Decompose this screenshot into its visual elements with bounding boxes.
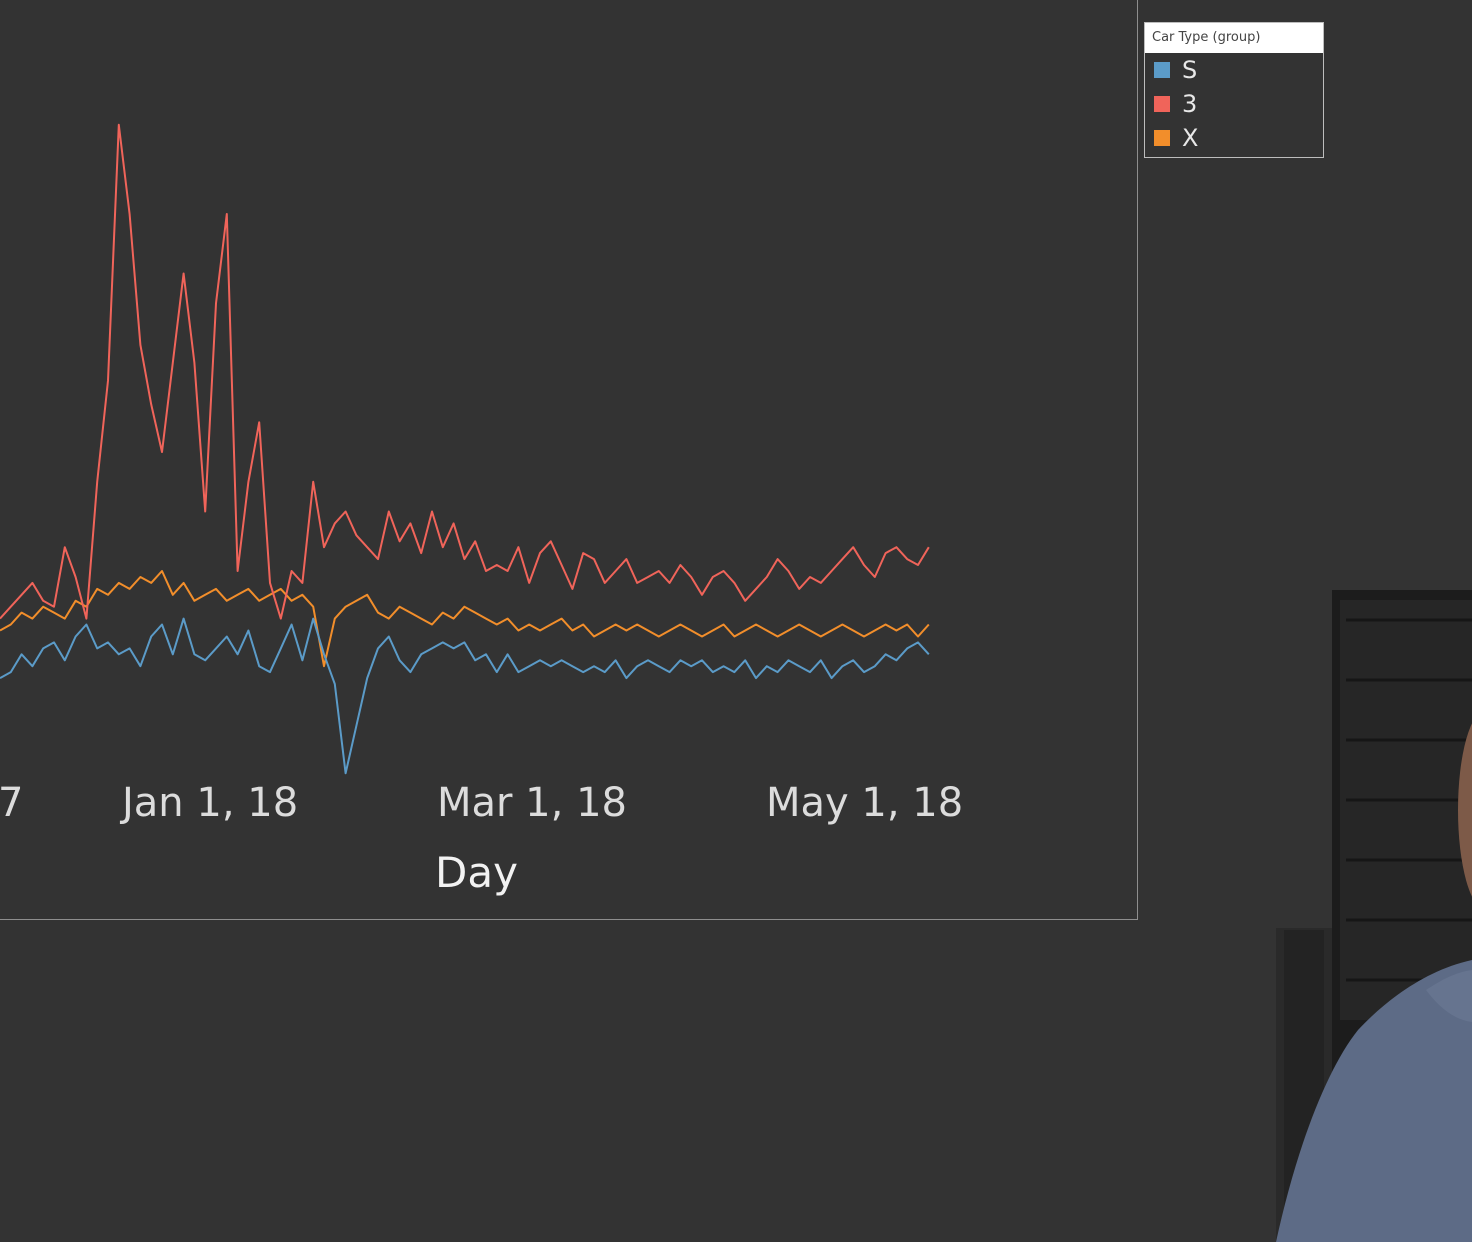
legend-title: Car Type (group) bbox=[1145, 23, 1323, 53]
legend-label: S bbox=[1182, 56, 1198, 84]
legend-label: X bbox=[1182, 124, 1199, 152]
legend-item-3[interactable]: 3 bbox=[1145, 87, 1323, 121]
legend-item-s[interactable]: S bbox=[1145, 53, 1323, 87]
legend-item-x[interactable]: X bbox=[1145, 121, 1323, 155]
x-tick-label: Jan 1, 18 bbox=[122, 780, 299, 826]
legend-swatch bbox=[1154, 130, 1170, 146]
legend-swatch bbox=[1154, 96, 1170, 112]
series-line-x[interactable] bbox=[0, 570, 930, 668]
x-tick-label: 7 bbox=[0, 780, 24, 826]
legend-label: 3 bbox=[1182, 90, 1198, 118]
presenter-webcam bbox=[1276, 590, 1472, 1242]
chart-frame bbox=[0, 0, 1138, 920]
series-line-s[interactable] bbox=[0, 617, 930, 775]
legend[interactable]: Car Type (group) S 3 X bbox=[1144, 22, 1324, 158]
x-axis-title: Day bbox=[435, 848, 518, 897]
series-line-3[interactable] bbox=[0, 123, 930, 620]
legend-swatch bbox=[1154, 62, 1170, 78]
x-tick-label: May 1, 18 bbox=[766, 780, 964, 826]
chart-plot bbox=[0, 123, 930, 775]
x-tick-label: Mar 1, 18 bbox=[437, 780, 627, 826]
